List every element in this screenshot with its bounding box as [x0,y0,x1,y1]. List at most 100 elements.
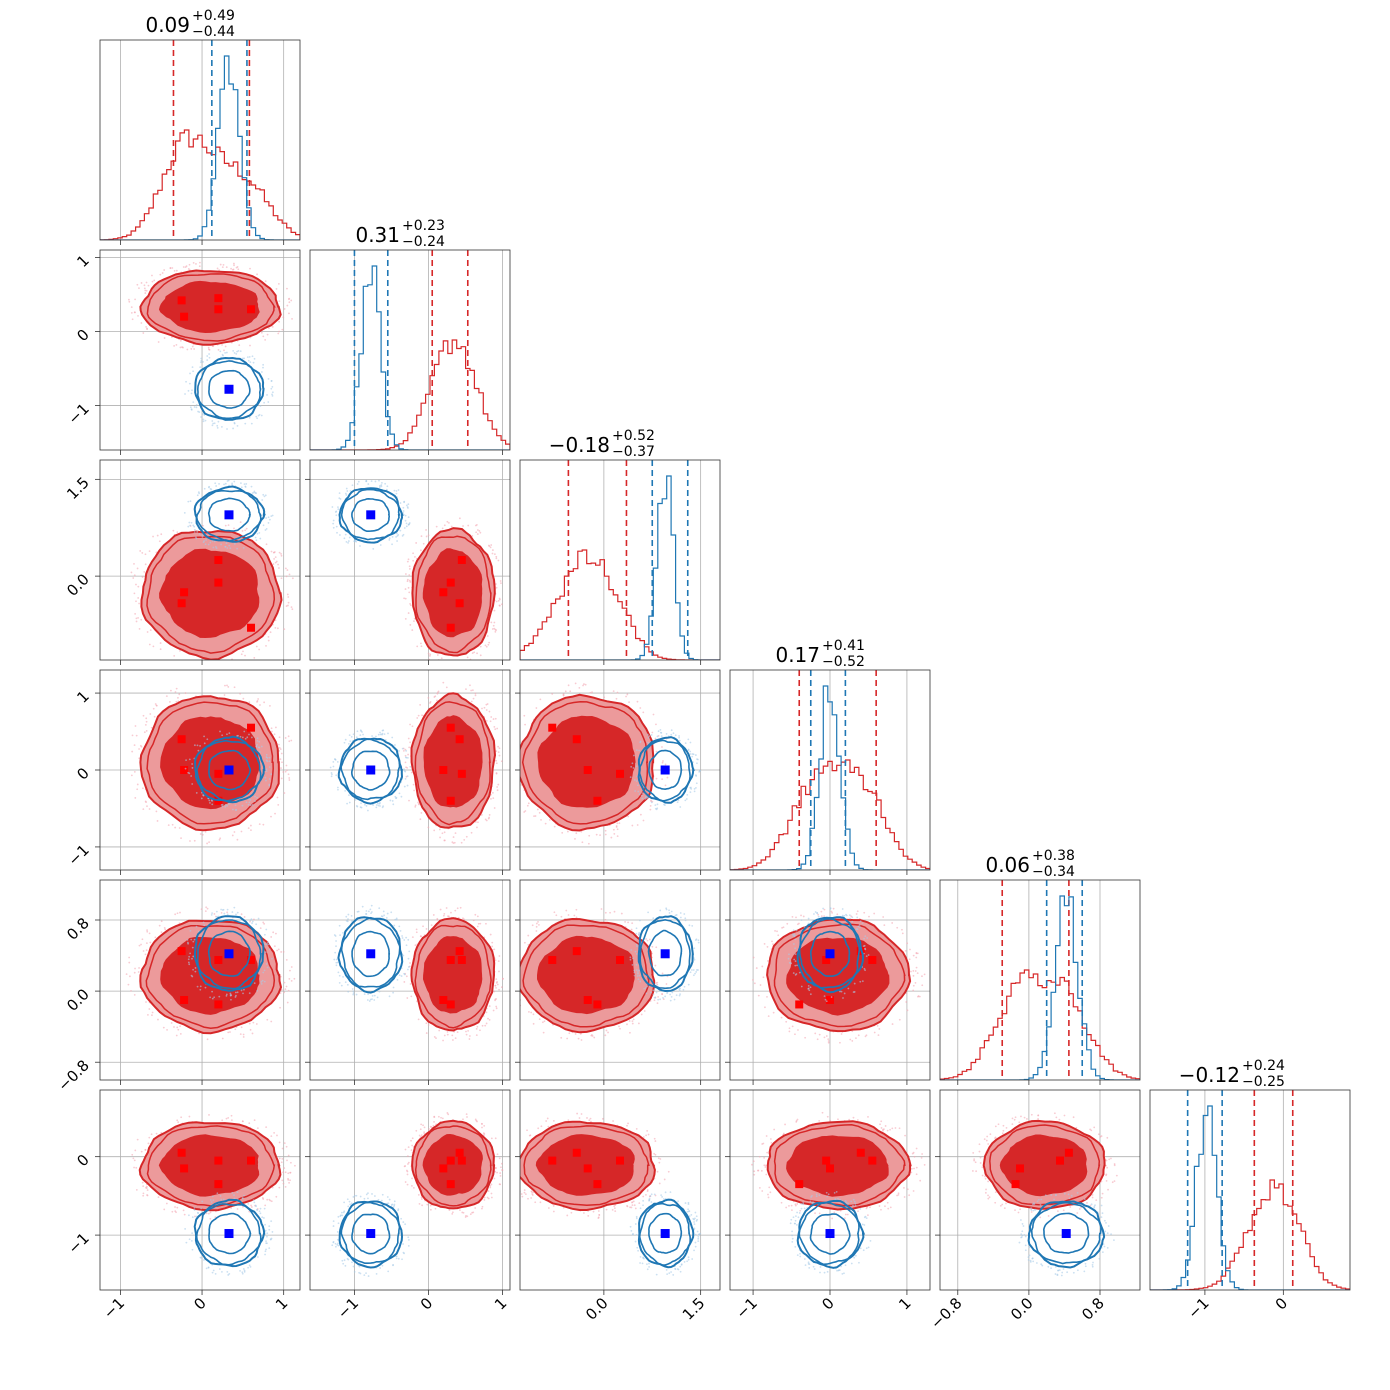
sample-point-red [163,269,166,271]
sample-point-red [1005,1126,1008,1129]
sample-point-red [426,1203,429,1206]
sample-point-red [422,925,424,928]
sample-point-blue [803,1258,806,1260]
sample-point-red [256,1127,259,1130]
sample-point-red [986,1135,989,1138]
sample-point-blue [677,799,680,802]
marker-red [826,1164,834,1173]
sample-point-red [912,984,915,987]
sample-point-red [282,950,285,953]
sample-point-red [493,725,496,728]
sample-point-blue [229,547,232,550]
sample-point-blue [221,734,224,737]
sample-point-red [917,995,919,998]
sample-point-blue [398,750,400,752]
sample-point-blue [636,975,639,977]
sample-point-red [987,1143,990,1145]
sample-point-blue [233,1197,236,1200]
sample-point-blue [1024,1235,1027,1238]
sample-point-red [491,628,494,630]
sample-point-blue [804,1264,807,1267]
sample-point-red [513,994,515,996]
sample-point-blue [262,366,264,369]
sample-point-blue [237,349,240,352]
marker-blue [224,384,234,394]
sample-point-red [158,540,161,543]
sample-point-red [472,919,475,922]
sample-point-blue [203,735,205,738]
x-tick-label: 0 [190,1294,209,1313]
sample-point-blue [231,483,234,486]
sample-point-red [133,1159,136,1162]
sample-point-blue [254,795,256,798]
sample-point-red [147,1142,150,1145]
sample-point-blue [673,998,676,1001]
sample-point-red [791,1025,794,1028]
sample-point-blue [257,917,260,920]
sample-point-blue [635,1233,638,1236]
sample-point-red [839,1041,841,1044]
sample-point-red [865,1034,868,1037]
sample-point-blue [1093,1206,1096,1209]
sample-point-blue [349,1203,352,1206]
sample-point-blue [368,1000,371,1002]
sample-point-blue [341,1259,344,1262]
sample-point-red [591,691,593,694]
sample-point-blue [268,948,271,951]
sample-point-blue [687,983,690,986]
sample-point-red [138,757,141,760]
sample-point-red [866,1206,869,1209]
sample-point-red [290,606,293,609]
sample-point-blue [265,1248,267,1251]
sample-point-red [127,983,130,986]
sample-point-blue [188,1214,190,1217]
sample-point-red [817,913,820,916]
sample-point-red [500,1166,502,1169]
sample-point-blue [200,1256,203,1259]
sample-point-red [531,924,534,927]
sample-point-red [441,832,444,835]
marker-red [583,766,592,774]
sample-point-blue [375,806,378,809]
sample-point-blue [265,1242,267,1245]
sample-point-red [404,754,407,757]
sample-point-blue [359,1195,362,1198]
sample-point-red [224,345,227,348]
sample-point-blue [854,1202,857,1205]
sample-point-blue [668,909,670,912]
histogram-red [310,339,510,450]
sample-point-blue [267,377,270,380]
sample-point-blue [234,991,237,994]
sample-point-red [151,280,154,283]
sample-point-blue [212,546,215,549]
sample-point-red [496,1171,498,1174]
sample-point-blue [202,420,205,423]
sample-point-blue [184,767,187,770]
sample-point-red [289,1171,292,1174]
sample-point-red [515,1003,517,1005]
sample-point-blue [1083,1270,1086,1273]
sample-point-red [174,1210,177,1213]
sample-point-red [517,951,519,953]
sample-point-red [183,1213,186,1216]
sample-point-red [489,933,492,936]
sample-point-red [613,1205,616,1208]
sample-point-blue [1101,1212,1104,1215]
marker-red [439,588,448,597]
sample-point-red [583,1212,585,1214]
sample-point-blue [343,1210,346,1213]
sample-point-red [855,913,858,915]
sample-point-blue [405,525,408,528]
sample-point-red [145,1187,148,1190]
sample-point-red [1100,1196,1103,1199]
sample-point-red [1097,1133,1100,1136]
sample-point-red [165,1202,168,1205]
sample-point-red [767,1193,769,1196]
sample-point-blue [403,768,405,771]
sample-point-red [626,1124,628,1127]
sample-point-blue [213,540,216,543]
sample-point-red [658,1161,661,1164]
sample-point-red [877,1034,880,1037]
sample-point-red [407,586,410,589]
sample-point-red [405,975,408,978]
